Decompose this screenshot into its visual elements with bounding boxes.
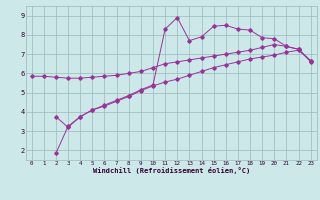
X-axis label: Windchill (Refroidissement éolien,°C): Windchill (Refroidissement éolien,°C) [92, 167, 250, 174]
